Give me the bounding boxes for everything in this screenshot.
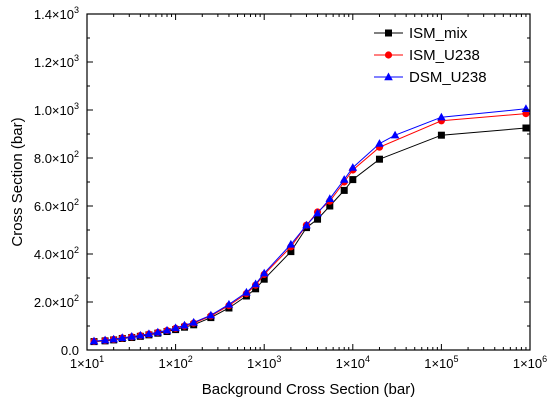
data-point-DSM_U238-9 — [171, 323, 180, 332]
data-point-DSM_U238-20 — [325, 194, 335, 202]
y-tick-label: 1.2×103 — [34, 53, 79, 70]
data-point-DSM_U238-6 — [144, 329, 154, 338]
legend-marker — [384, 51, 393, 59]
y-tick-label-base: 2.0×10 — [34, 295, 74, 310]
x-axis-title: Background Cross Section (bar) — [202, 381, 415, 398]
data-point-DSM_U238-16 — [259, 268, 269, 277]
x-tick-label-base: 1×10 — [158, 356, 187, 371]
data-point-DSM_U238-19 — [313, 208, 322, 217]
y-tick-label: 0.0 — [61, 343, 79, 358]
series-DSM_U238 — [89, 104, 531, 345]
x-tick-label-base: 1×10 — [247, 356, 276, 371]
y-tick-label: 8.0×102 — [34, 149, 79, 166]
data-point-DSM_U238-10 — [180, 320, 189, 329]
x-tick-label-exponent: 5 — [454, 354, 459, 364]
y-tick-label-exponent: 2 — [74, 245, 79, 255]
data-point-DSM_U238-13 — [224, 299, 234, 308]
legend-label: DSM_U238 — [409, 69, 487, 86]
legend-label: ISM_U238 — [409, 47, 480, 64]
y-tick-label: 1.0×103 — [34, 101, 79, 118]
y-tick-label: 1.4×103 — [34, 5, 79, 22]
data-point-DSM_U238-23 — [375, 139, 384, 147]
data-point-DSM_U238-18 — [302, 220, 311, 229]
data-point-ISM_mix-22 — [349, 176, 357, 184]
data-point-DSM_U238-4 — [127, 332, 137, 340]
series-ISM_mix — [90, 124, 530, 346]
y-tick-label-exponent: 2 — [74, 293, 79, 303]
y-tick-label-base: 1.4×10 — [34, 7, 74, 22]
x-tick-label-base: 1×10 — [424, 356, 453, 371]
plot-area — [89, 104, 531, 346]
y-tick-label: 4.0×102 — [34, 245, 79, 262]
x-tick-label: 1×101 — [70, 354, 104, 371]
legend-marker — [385, 29, 392, 37]
legend-label: ISM_mix — [409, 25, 468, 42]
x-tick-label-exponent: 3 — [276, 354, 281, 364]
y-tick-label-exponent: 2 — [74, 149, 79, 159]
data-point-DSM_U238-0 — [89, 336, 99, 345]
x-tick-label: 1×106 — [513, 354, 547, 371]
data-point-DSM_U238-14 — [242, 287, 251, 296]
legend-entry-ISM_U238: ISM_U238 — [374, 47, 480, 64]
data-point-DSM_U238-21 — [339, 175, 349, 183]
x-tick-label-exponent: 6 — [542, 354, 547, 364]
legend-entry-DSM_U238: DSM_U238 — [374, 69, 487, 86]
data-point-DSM_U238-12 — [206, 310, 216, 319]
data-point-ISM_mix-16 — [260, 275, 268, 283]
series-line-ISM_mix — [93, 127, 526, 343]
data-point-DSM_U238-25 — [437, 112, 446, 121]
legend-entry-ISM_mix: ISM_mix — [374, 25, 468, 42]
x-tick-label-exponent: 2 — [188, 354, 193, 364]
legend-marker — [384, 72, 393, 81]
data-point-ISM_mix-17 — [287, 248, 295, 256]
x-tick-label-exponent: 4 — [365, 354, 370, 364]
x-tick-label: 1×102 — [158, 354, 192, 371]
y-tick-label-exponent: 2 — [74, 197, 79, 207]
y-axis-title: Cross Section (bar) — [9, 117, 26, 246]
x-tick-label: 1×103 — [247, 354, 281, 371]
data-point-ISM_mix-20 — [326, 202, 334, 210]
data-point-DSM_U238-1 — [100, 335, 110, 344]
y-tick-label-exponent: 3 — [74, 101, 79, 111]
x-tick-label-base: 1×10 — [513, 356, 542, 371]
y-tick-label-exponent: 3 — [74, 5, 79, 15]
data-point-DSM_U238-7 — [153, 327, 163, 336]
data-point-DSM_U238-17 — [286, 239, 296, 248]
y-tick-label-base: 4.0×10 — [34, 247, 74, 262]
y-tick-label-base: 8.0×10 — [34, 151, 74, 166]
data-point-ISM_mix-21 — [340, 186, 348, 194]
data-point-DSM_U238-2 — [109, 334, 118, 343]
data-point-DSM_U238-11 — [189, 317, 198, 326]
x-tick-label-base: 1×10 — [336, 356, 365, 371]
data-point-ISM_mix-24 — [437, 131, 445, 139]
y-tick-label-base: 1.0×10 — [34, 103, 74, 118]
x-tick-label-exponent: 1 — [99, 354, 104, 364]
y-tick-label: 2.0×102 — [34, 293, 79, 310]
data-point-ISM_mix-23 — [375, 155, 383, 163]
y-tick-label-base: 0.0 — [61, 343, 79, 358]
y-tick-label-base: 6.0×10 — [34, 199, 74, 214]
y-tick-label: 6.0×102 — [34, 197, 79, 214]
x-tick-label: 1×104 — [336, 354, 370, 371]
data-point-ISM_mix-25 — [522, 124, 530, 132]
y-tick-label-exponent: 3 — [74, 53, 79, 63]
plot-frame — [86, 13, 531, 351]
axes: 1×101 1×102 1×103 1×104 1×105 1×1060.02.0×102… — [34, 5, 547, 371]
data-point-DSM_U238-24 — [390, 130, 400, 139]
x-tick-label: 1×105 — [424, 354, 458, 371]
data-point-DSM_U238-3 — [117, 333, 127, 341]
data-point-DSM_U238-22 — [348, 163, 358, 171]
legend: ISM_mix ISM_U238 DSM_U238 — [374, 25, 487, 86]
data-point-DSM_U238-5 — [136, 330, 145, 339]
data-point-DSM_U238-26 — [521, 104, 531, 112]
data-point-DSM_U238-15 — [251, 279, 260, 288]
x-tick-label-base: 1×10 — [70, 356, 99, 371]
y-tick-label-base: 1.2×10 — [34, 55, 74, 70]
data-point-DSM_U238-8 — [162, 325, 172, 334]
data-point-ISM_mix-19 — [314, 215, 322, 223]
